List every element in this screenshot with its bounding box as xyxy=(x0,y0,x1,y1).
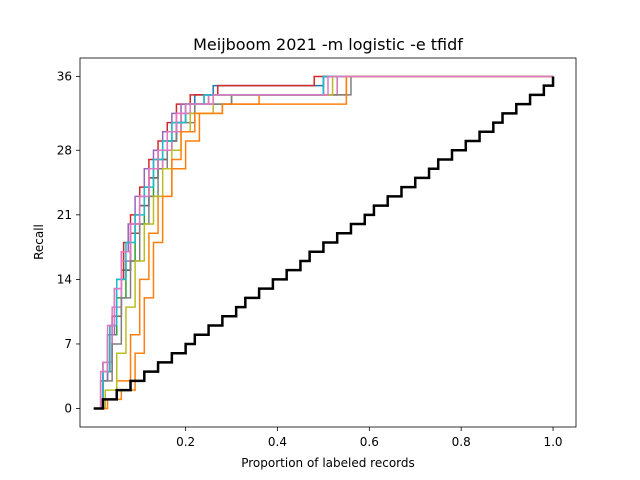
plot-frame xyxy=(79,57,577,428)
x-axis: 0.2 0.4 0.6 0.8 1.0 xyxy=(176,427,563,449)
x-tick-label: 1.0 xyxy=(543,435,562,449)
plot-area xyxy=(93,75,555,410)
y-tick-label: 21 xyxy=(57,208,72,222)
series-line-11 xyxy=(93,75,554,410)
y-tick-label: 7 xyxy=(64,337,72,351)
y-tick-label: 28 xyxy=(57,143,72,157)
series-line-13 xyxy=(93,76,555,410)
x-tick-label: 0.4 xyxy=(268,435,287,449)
chart-title: Meijboom 2021 -m logistic -e tfidf xyxy=(193,35,463,54)
y-axis: 0 7 14 21 28 36 xyxy=(57,69,80,416)
y-tick-label: 36 xyxy=(57,69,72,83)
x-tick-label: 0.2 xyxy=(176,435,195,449)
series-line-12 xyxy=(93,75,554,410)
y-tick-label: 0 xyxy=(64,402,72,416)
y-axis-label: Recall xyxy=(32,224,46,260)
x-axis-label: Proportion of labeled records xyxy=(241,456,415,470)
x-tick-label: 0.6 xyxy=(360,435,379,449)
y-tick-label: 14 xyxy=(57,272,72,286)
x-tick-label: 0.8 xyxy=(452,435,471,449)
